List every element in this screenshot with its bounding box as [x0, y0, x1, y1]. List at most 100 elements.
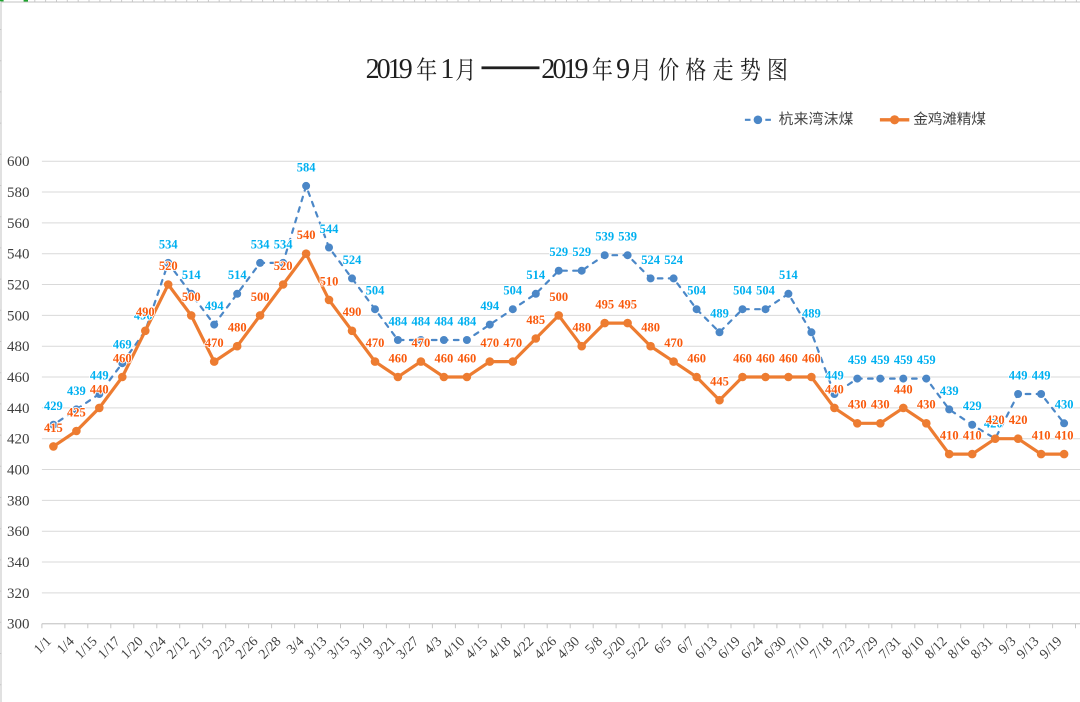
svg-text:480: 480: [7, 339, 30, 355]
svg-text:485: 485: [526, 313, 545, 327]
svg-text:460: 460: [7, 370, 30, 386]
svg-text:459: 459: [871, 353, 890, 367]
svg-text:500: 500: [7, 308, 30, 324]
svg-text:460: 460: [779, 351, 798, 365]
svg-text:534: 534: [251, 237, 271, 251]
svg-text:470: 470: [503, 336, 522, 350]
svg-text:494: 494: [205, 299, 225, 313]
svg-text:539: 539: [618, 230, 637, 244]
svg-text:415: 415: [44, 421, 63, 435]
svg-text:440: 440: [90, 382, 109, 396]
svg-text:484: 484: [458, 314, 478, 328]
svg-text:470: 470: [480, 336, 499, 350]
svg-text:420: 420: [1009, 413, 1028, 427]
svg-text:430: 430: [917, 398, 936, 412]
svg-text:520: 520: [159, 259, 178, 273]
svg-text:504: 504: [366, 284, 386, 298]
svg-text:410: 410: [940, 429, 959, 443]
svg-text:480: 480: [641, 321, 660, 335]
svg-text:440: 440: [825, 382, 844, 396]
svg-text:469: 469: [113, 338, 132, 352]
svg-text:540: 540: [297, 228, 316, 242]
svg-text:529: 529: [572, 245, 591, 259]
svg-text:520: 520: [274, 259, 293, 273]
svg-text:360: 360: [7, 524, 30, 540]
svg-text:495: 495: [595, 298, 614, 312]
svg-text:534: 534: [274, 237, 294, 251]
svg-text:495: 495: [618, 298, 637, 312]
svg-text:320: 320: [7, 586, 30, 602]
svg-text:460: 460: [389, 351, 408, 365]
svg-text:500: 500: [182, 290, 201, 304]
svg-text:445: 445: [710, 375, 729, 389]
svg-text:520: 520: [7, 277, 30, 293]
svg-text:449: 449: [1032, 368, 1051, 382]
svg-text:539: 539: [595, 230, 614, 244]
svg-text:494: 494: [480, 299, 500, 313]
svg-text:524: 524: [641, 253, 661, 267]
svg-text:534: 534: [159, 237, 179, 251]
svg-text:504: 504: [733, 284, 753, 298]
svg-text:504: 504: [503, 284, 523, 298]
svg-text:459: 459: [848, 353, 867, 367]
svg-text:489: 489: [710, 307, 729, 321]
svg-text:2019: 2019: [366, 54, 413, 85]
svg-text:514: 514: [182, 268, 202, 282]
svg-text:524: 524: [343, 253, 363, 267]
svg-text:2019: 2019: [541, 54, 588, 85]
svg-text:490: 490: [134, 308, 153, 322]
svg-text:490: 490: [136, 305, 155, 319]
svg-text:429: 429: [44, 399, 63, 413]
svg-text:420: 420: [986, 413, 1005, 427]
svg-text:504: 504: [687, 284, 707, 298]
svg-text:430: 430: [848, 398, 867, 412]
svg-text:449: 449: [825, 368, 844, 382]
svg-text:439: 439: [940, 384, 959, 398]
svg-text:460: 460: [802, 351, 821, 365]
svg-text:410: 410: [963, 429, 982, 443]
svg-text:460: 460: [733, 351, 752, 365]
svg-text:500: 500: [251, 290, 270, 304]
svg-text:529: 529: [549, 245, 568, 259]
svg-text:9: 9: [616, 54, 630, 85]
svg-text:429: 429: [963, 399, 982, 413]
svg-text:340: 340: [7, 555, 30, 571]
svg-text:580: 580: [7, 185, 30, 201]
svg-text:470: 470: [664, 336, 683, 350]
svg-text:484: 484: [435, 314, 455, 328]
svg-text:514: 514: [526, 268, 546, 282]
svg-text:524: 524: [664, 253, 684, 267]
svg-text:459: 459: [894, 353, 913, 367]
svg-text:380: 380: [7, 493, 30, 509]
svg-text:584: 584: [297, 160, 317, 174]
svg-text:560: 560: [7, 216, 30, 232]
svg-text:400: 400: [7, 462, 30, 478]
svg-text:460: 460: [113, 351, 132, 365]
svg-text:480: 480: [228, 321, 247, 335]
svg-text:484: 484: [389, 314, 409, 328]
svg-text:460: 460: [756, 351, 775, 365]
svg-text:410: 410: [1055, 429, 1074, 443]
svg-text:439: 439: [67, 384, 86, 398]
svg-text:470: 470: [205, 336, 224, 350]
svg-text:484: 484: [412, 314, 432, 328]
svg-text:410: 410: [1032, 429, 1051, 443]
svg-text:449: 449: [90, 368, 109, 382]
svg-text:430: 430: [871, 398, 890, 412]
svg-text:460: 460: [687, 351, 706, 365]
svg-text:510: 510: [320, 274, 339, 288]
svg-text:459: 459: [917, 353, 936, 367]
svg-text:470: 470: [366, 336, 385, 350]
svg-text:540: 540: [7, 247, 30, 263]
svg-text:425: 425: [67, 405, 86, 419]
svg-text:470: 470: [412, 336, 431, 350]
svg-text:440: 440: [7, 401, 30, 417]
svg-text:480: 480: [572, 321, 591, 335]
svg-text:440: 440: [894, 382, 913, 396]
svg-text:420: 420: [984, 416, 1003, 430]
svg-text:600: 600: [7, 154, 30, 170]
svg-text:430: 430: [1055, 398, 1074, 412]
svg-text:420: 420: [7, 432, 30, 448]
svg-text:449: 449: [1009, 368, 1028, 382]
svg-text:504: 504: [756, 284, 776, 298]
